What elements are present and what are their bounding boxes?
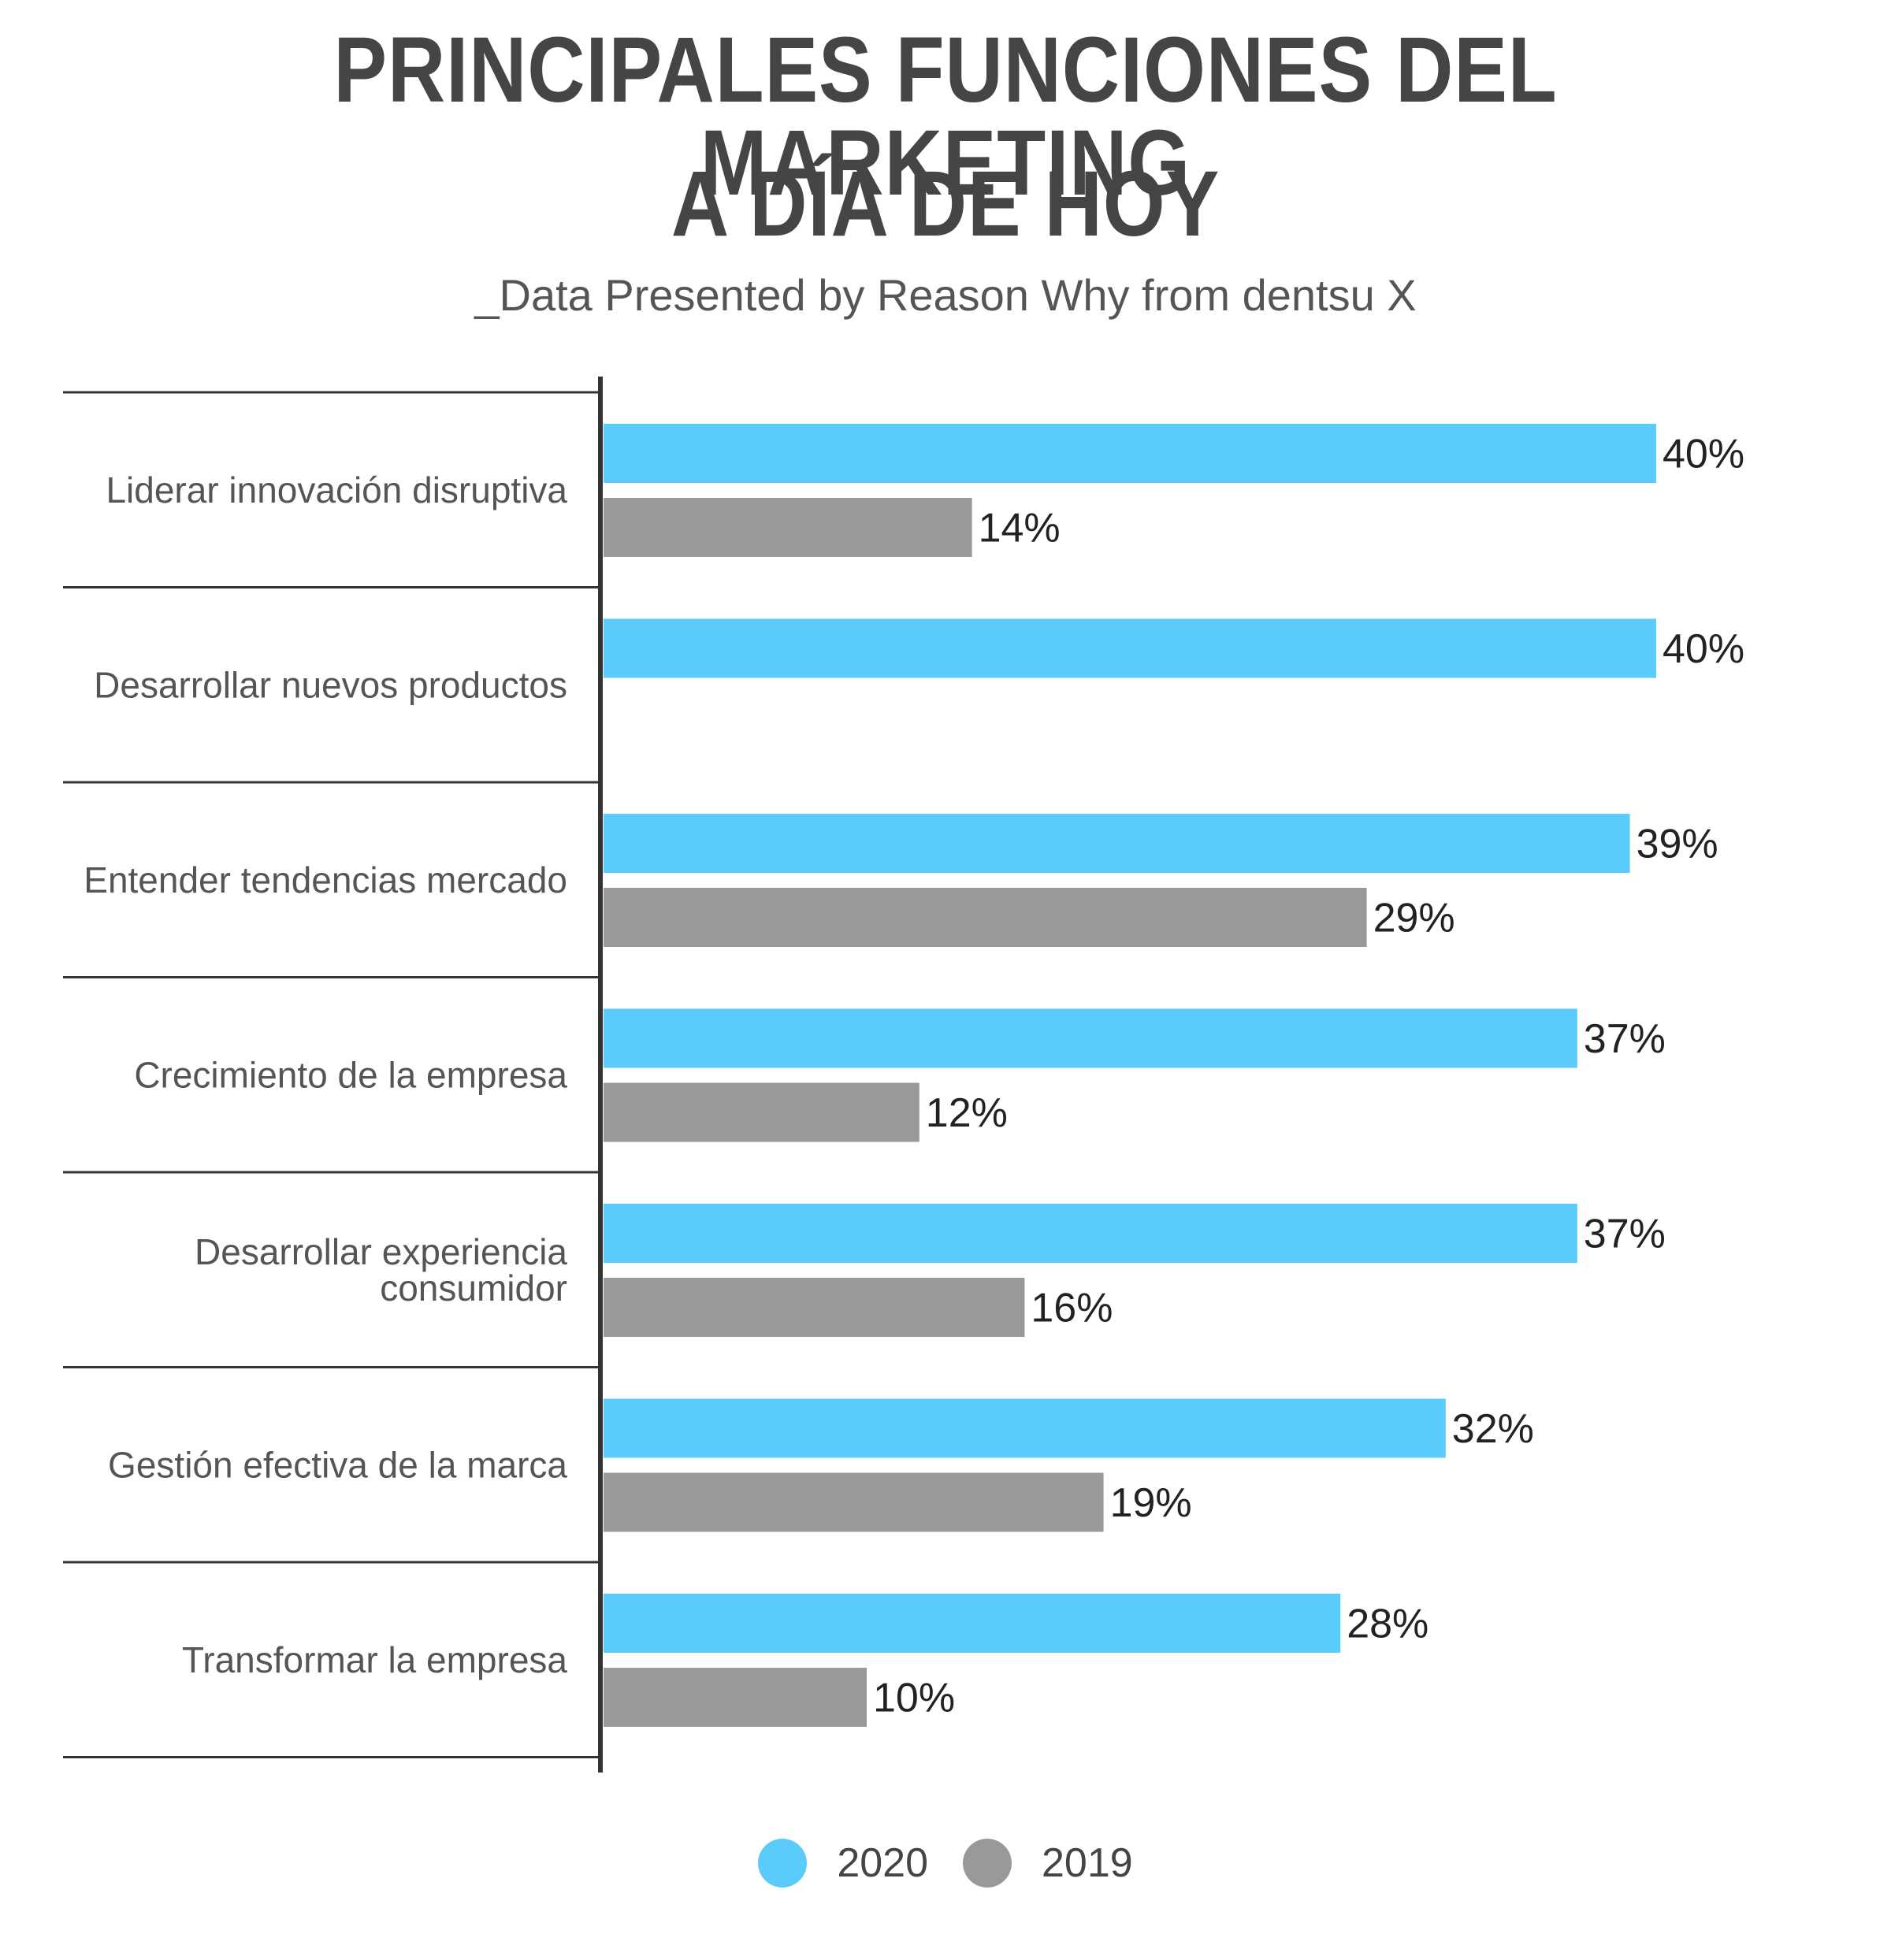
value-label-2020-4: 37% [1584, 1016, 1666, 1062]
chart-legend: 2020 2019 [0, 1839, 1891, 1888]
legend-swatch-2020 [758, 1839, 808, 1888]
value-label-2019-3: 29% [1373, 896, 1455, 941]
value-label-2020-5: 37% [1584, 1212, 1666, 1257]
legend-swatch-2019 [963, 1839, 1012, 1888]
bar-2019-4 [604, 1082, 919, 1142]
value-label-2020-7: 28% [1347, 1602, 1428, 1647]
category-label: Transformar la empresa [182, 1639, 568, 1680]
chart-subtitle: _Data Presented by Reason Why from dents… [474, 270, 1417, 320]
bar-chart: Liderar innovación disruptiva 40% 14% Desar… [63, 377, 1744, 1773]
bar-2020-4 [604, 1008, 1577, 1068]
bar-2020-1 [604, 424, 1656, 483]
legend-label-2019: 2019 [1042, 1840, 1133, 1886]
value-label-2019-5: 16% [1031, 1286, 1113, 1331]
value-label-2020-2: 40% [1663, 626, 1744, 672]
value-label-2020-3: 39% [1637, 822, 1718, 867]
category-label: Desarrollar nuevos productos [94, 664, 567, 705]
value-label-2020-1: 40% [1663, 432, 1744, 477]
chart-title-line-1: PRINCIPALES FUNCIONES DEL MARKETING [333, 18, 1558, 215]
category-label: Desarrollar experiencia consumidor [195, 1231, 567, 1309]
legend-label-2020: 2020 [837, 1840, 928, 1886]
value-label-2019-7: 10% [873, 1676, 955, 1721]
bar-2020-7 [604, 1594, 1341, 1653]
bar-2019-1 [604, 498, 972, 557]
category-label: Gestión efectiva de la marca [108, 1444, 567, 1485]
category-label: Liderar innovación disruptiva [106, 470, 567, 510]
category-label: Crecimiento de la empresa [134, 1054, 567, 1095]
bar-2020-2 [604, 618, 1656, 678]
bar-2020-3 [604, 814, 1630, 873]
chart-title-line-2: A DÍA DE HOY [671, 152, 1220, 256]
value-label-2019-4: 12% [926, 1090, 1008, 1136]
value-label-2020-6: 32% [1452, 1406, 1534, 1452]
bar-2020-6 [604, 1398, 1446, 1458]
category-label: Entender tendencias mercado [84, 859, 567, 900]
legend-item-2020: 2020 [758, 1839, 928, 1888]
value-label-2019-1: 14% [979, 506, 1061, 551]
legend-item-2019: 2019 [963, 1839, 1133, 1888]
bar-2019-5 [604, 1278, 1025, 1337]
value-label-2019-6: 19% [1110, 1480, 1192, 1526]
bar-2020-5 [604, 1204, 1577, 1263]
bar-2019-6 [604, 1472, 1104, 1532]
bar-2019-7 [604, 1668, 867, 1727]
bar-2019-3 [604, 888, 1367, 947]
